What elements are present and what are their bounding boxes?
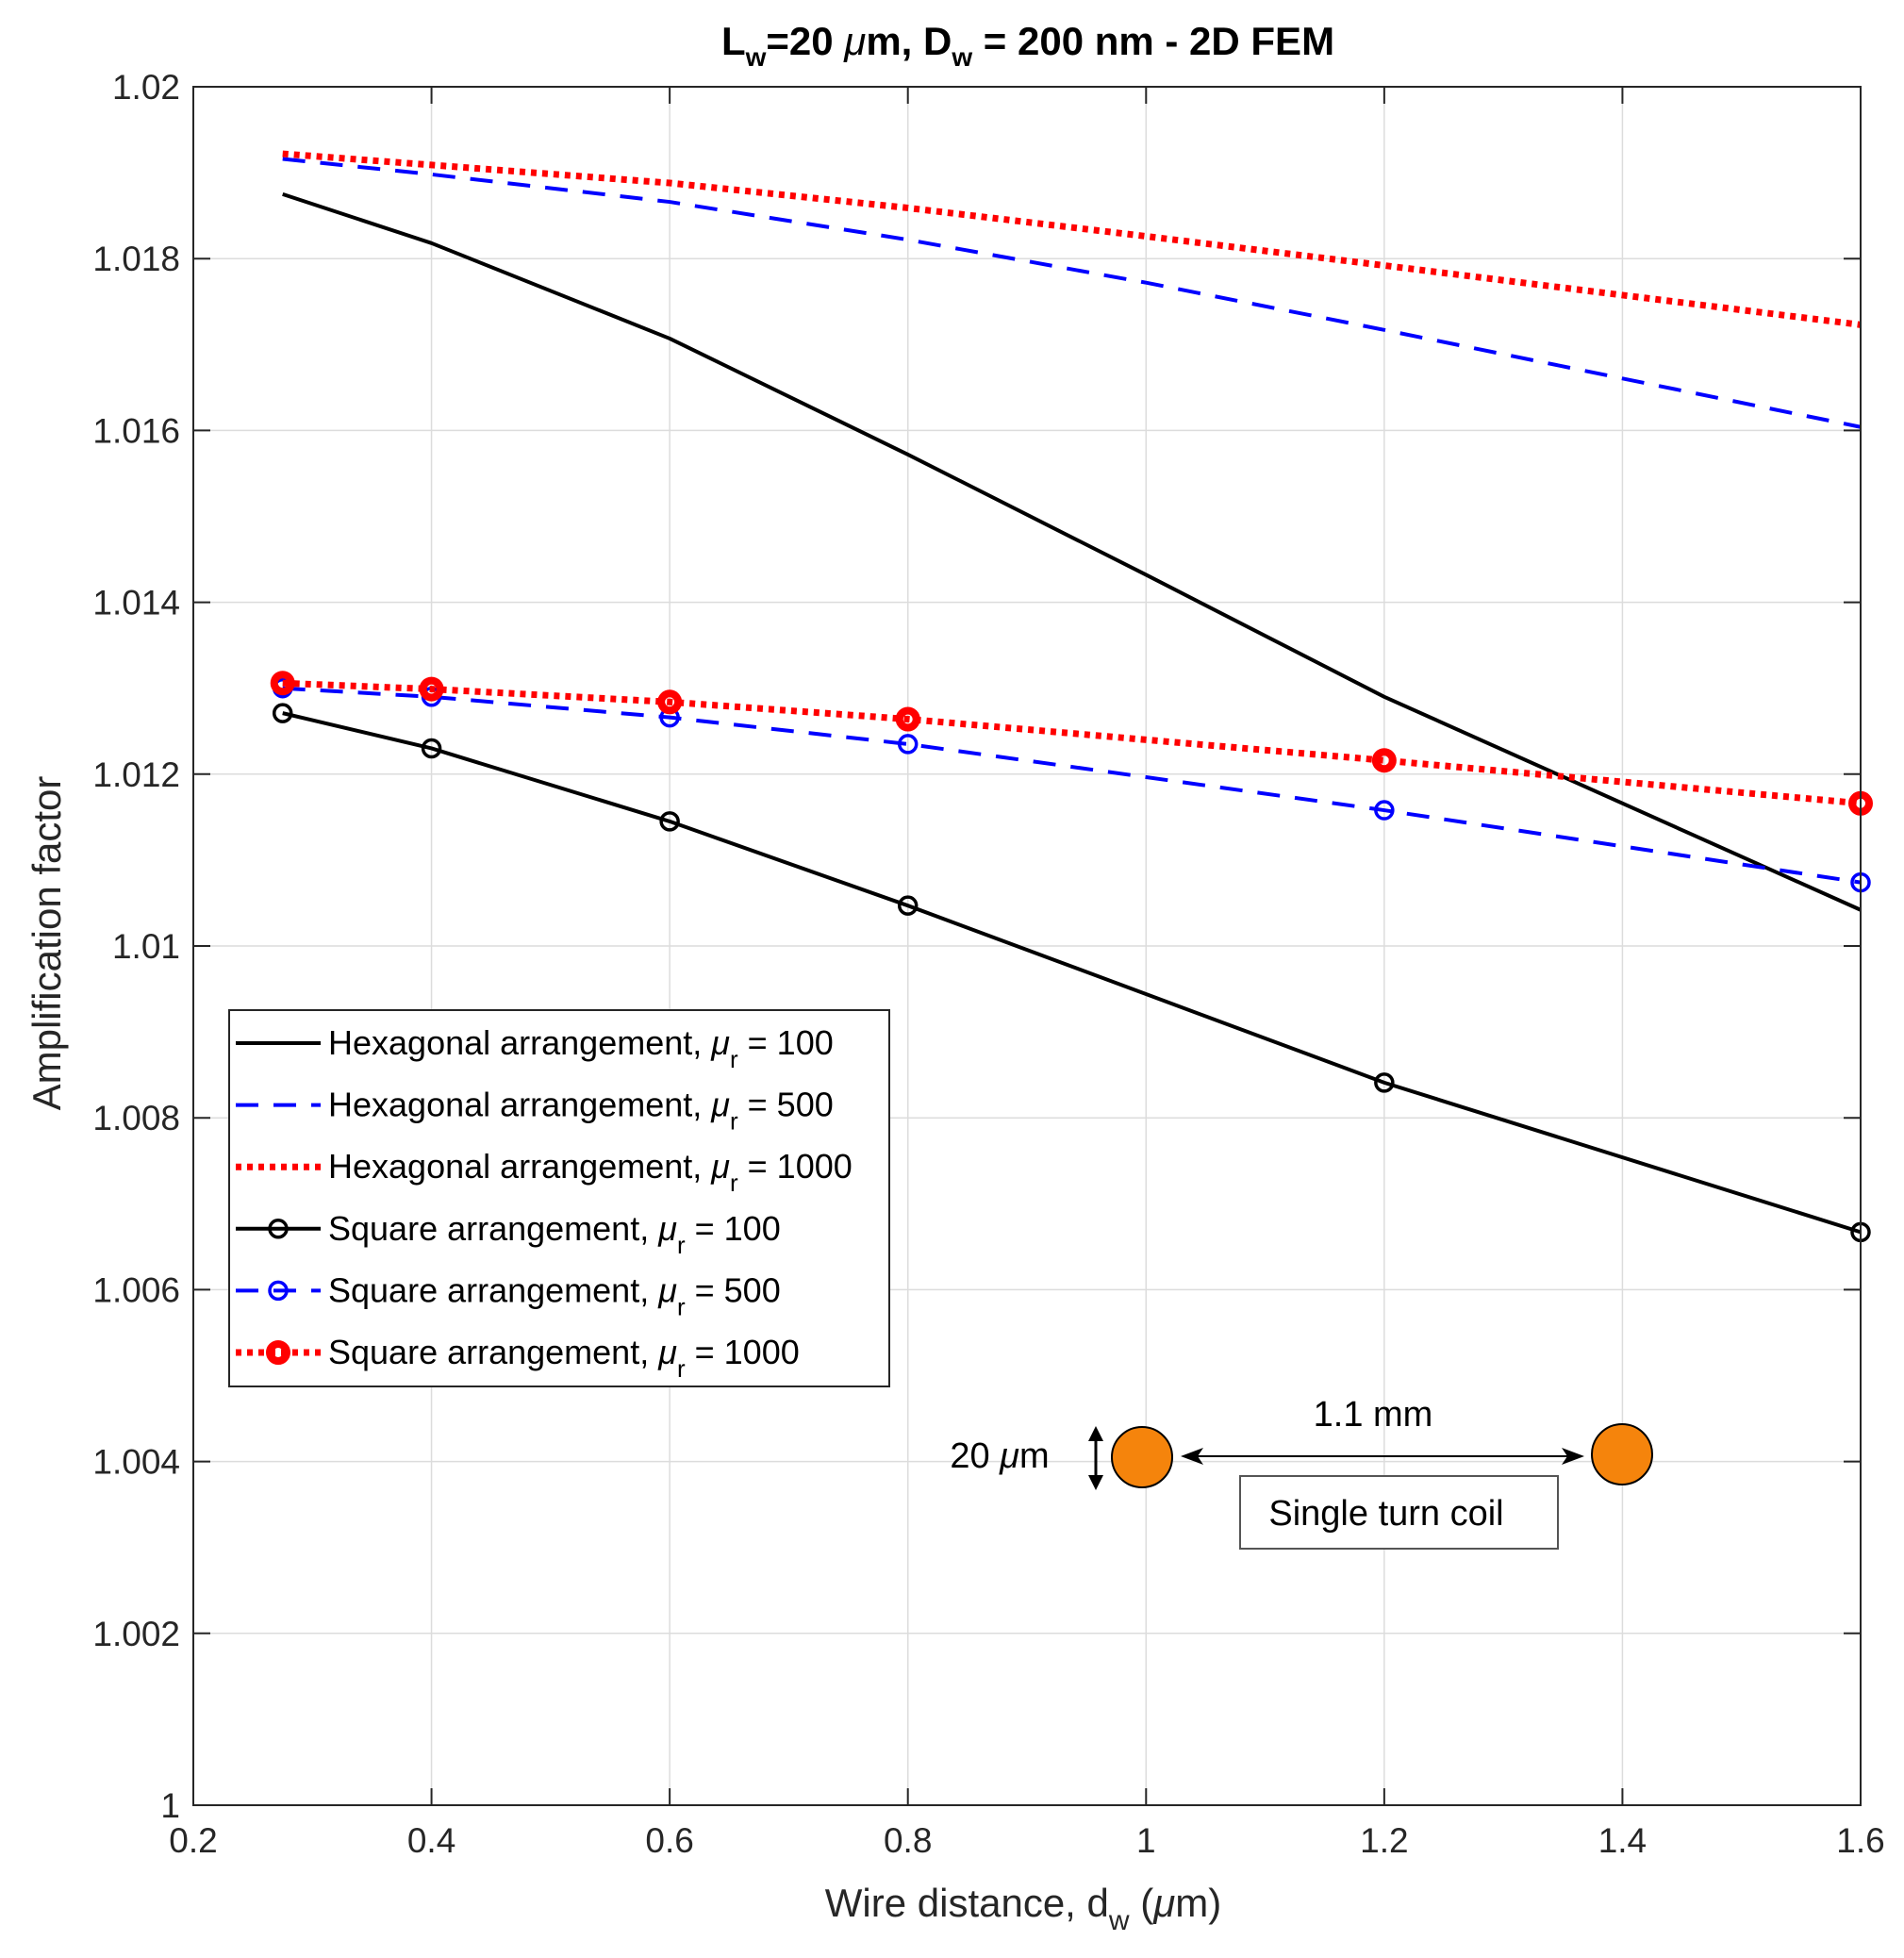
data-point (657, 689, 683, 715)
y-tick-label: 1.002 (92, 1615, 180, 1653)
legend-marker (268, 1280, 289, 1302)
legend-marker (266, 1340, 290, 1365)
chart-title: Lw=20 μm, Dw = 200 nm - 2D FEM (721, 19, 1334, 72)
legend-entry: Square arrangement, μr = 1000 (236, 1333, 800, 1383)
series-3 (282, 150, 1862, 328)
data-point (419, 676, 444, 702)
wire-size-label: 20 μm (950, 1436, 1049, 1476)
legend-label: Square arrangement, μr = 500 (328, 1270, 781, 1320)
legend-label: Hexagonal arrangement, μr = 500 (328, 1086, 834, 1136)
wire-left (1111, 1426, 1173, 1488)
data-point (659, 811, 680, 832)
series-layer (270, 150, 1873, 1243)
legend-label: Square arrangement, μr = 100 (328, 1209, 781, 1259)
y-tick-label: 1.008 (92, 1099, 180, 1137)
series-line (282, 686, 1862, 885)
data-point (270, 671, 295, 696)
series-line (282, 150, 1862, 328)
x-tick-label: 1.4 (1598, 1821, 1647, 1860)
y-tick-label: 1.01 (112, 927, 180, 966)
y-axis-label: Amplification factor (25, 776, 69, 1111)
legend-label: Square arrangement, μr = 1000 (328, 1333, 800, 1383)
legend: Hexagonal arrangement, μr = 100 Hexagonal… (228, 1009, 890, 1387)
wire-right (1591, 1423, 1653, 1485)
x-tick-label: 1 (1136, 1821, 1156, 1860)
data-point (272, 703, 293, 723)
coil-annotation: 20 μm 1.1 mm Single turn coil (950, 1395, 1653, 1550)
data-point (1374, 1072, 1395, 1093)
legend-marker (268, 1219, 289, 1239)
x-tick-label: 1.6 (1836, 1821, 1884, 1860)
data-point (421, 738, 442, 759)
axis-ticks: 0.2 0.4 0.6 0.8 1 1.2 1.4 1.6 1 1.002 1.004 1.006 1.… (92, 68, 1884, 1860)
series-6 (270, 671, 1873, 816)
legend-label: Hexagonal arrangement, μr = 100 (328, 1023, 834, 1073)
series-1 (282, 191, 1862, 912)
data-point (897, 895, 919, 916)
series-2 (282, 157, 1862, 429)
y-tick-label: 1.018 (92, 240, 180, 278)
series-line (282, 157, 1862, 429)
series-line (282, 191, 1862, 912)
separation-arrow (1181, 1448, 1584, 1465)
separation-label: 1.1 mm (1314, 1395, 1433, 1435)
legend-entry: Hexagonal arrangement, μr = 100 (236, 1023, 834, 1073)
x-tick-label: 0.8 (884, 1821, 932, 1860)
data-point (1371, 748, 1397, 773)
x-tick-label: 0.6 (645, 1821, 693, 1860)
legend-entry: Square arrangement, μr = 500 (236, 1270, 781, 1320)
series-4 (272, 703, 1871, 1243)
x-tick-label: 0.4 (407, 1821, 455, 1860)
legend-entry: Hexagonal arrangement, μr = 500 (236, 1086, 834, 1136)
y-tick-label: 1.02 (112, 68, 180, 107)
legend-entry: Square arrangement, μr = 100 (236, 1209, 781, 1259)
series-line (282, 711, 1862, 1235)
y-tick-label: 1.012 (92, 755, 180, 794)
y-tick-label: 1.014 (92, 584, 180, 622)
y-tick-label: 1.006 (92, 1270, 180, 1309)
y-tick-label: 1.004 (92, 1443, 180, 1482)
x-axis-label: Wire distance, dw (μm) (825, 1881, 1221, 1936)
y-tick-label: 1.016 (92, 411, 180, 450)
y-tick-label: 1 (160, 1786, 180, 1825)
coil-label-box (1239, 1475, 1559, 1550)
wire-size-arrow (1088, 1426, 1103, 1490)
x-tick-label: 1.2 (1360, 1821, 1408, 1860)
x-tick-label: 0.2 (169, 1821, 217, 1860)
legend-entry: Hexagonal arrangement, μr = 1000 (236, 1147, 853, 1197)
legend-box (228, 1009, 890, 1387)
data-point (895, 706, 920, 732)
data-point (1374, 800, 1395, 821)
data-point (897, 734, 919, 755)
legend-label: Hexagonal arrangement, μr = 1000 (328, 1147, 853, 1197)
coil-label: Single turn coil (1268, 1494, 1503, 1534)
